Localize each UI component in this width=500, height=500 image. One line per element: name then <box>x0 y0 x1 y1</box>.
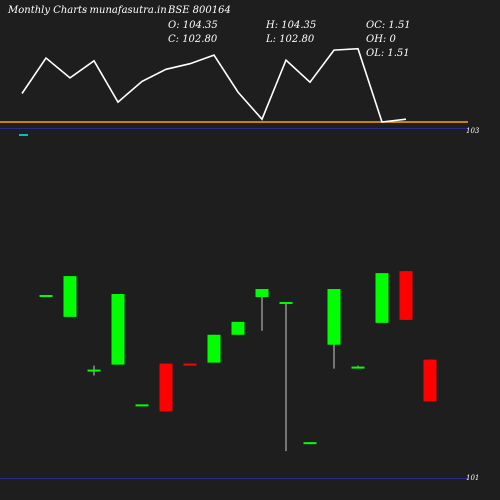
candle-body-up <box>279 301 293 304</box>
candle <box>87 365 101 376</box>
stat-oc: OC: 1.51 <box>366 20 411 31</box>
y-axis-label-top: 103 <box>466 127 480 135</box>
volume-bars <box>19 134 28 136</box>
ohlc-low: L: 102.80 <box>266 34 315 45</box>
candle-body-down <box>183 363 197 366</box>
candle-body-up <box>375 273 389 323</box>
candle <box>375 273 389 323</box>
candle <box>423 359 437 402</box>
candle-body-up <box>231 321 245 335</box>
candle-body-up <box>63 276 77 317</box>
candle <box>231 321 245 335</box>
ohlc-high: H: 104.35 <box>266 20 317 31</box>
indicator-line <box>21 47 407 123</box>
candle <box>135 404 149 407</box>
gridlines <box>0 128 468 479</box>
volume-bar <box>19 134 28 136</box>
candles <box>39 271 437 452</box>
chart-brand: Monthly Charts <box>8 5 88 16</box>
stat-ol: OL: 1.51 <box>366 48 410 59</box>
candle <box>111 294 125 365</box>
ohlc-close: C: 102.80 <box>168 34 218 45</box>
indicator-panel <box>0 47 468 123</box>
candle <box>279 301 293 452</box>
candle-body-up <box>255 289 269 297</box>
y-axis-label-bottom: 101 <box>466 474 480 482</box>
candle <box>351 365 365 369</box>
candle-body-up <box>111 294 125 365</box>
candle-body-up <box>87 369 101 372</box>
candle-body-up <box>135 404 149 407</box>
candle-body-up <box>39 295 53 298</box>
candle <box>327 289 341 369</box>
candle <box>159 363 173 412</box>
candle-body-down <box>423 359 437 402</box>
candle <box>399 271 413 320</box>
candle-body-down <box>399 271 413 320</box>
chart-symbol: BSE 800164 <box>168 5 231 16</box>
candle-body-up <box>303 442 317 445</box>
stat-oh: OH: 0 <box>366 34 396 45</box>
candle <box>207 334 221 363</box>
candle <box>303 442 317 445</box>
candle <box>255 289 269 331</box>
candle-body-up <box>207 334 221 363</box>
ohlc-open: O: 104.35 <box>168 20 218 31</box>
chart-source: - munafasutra.in <box>83 5 167 16</box>
candle-body-down <box>159 363 173 412</box>
candle-body-up <box>327 289 341 345</box>
candle-body-up <box>351 366 365 369</box>
candle <box>183 363 197 366</box>
candle <box>39 295 53 298</box>
candle <box>63 276 77 317</box>
